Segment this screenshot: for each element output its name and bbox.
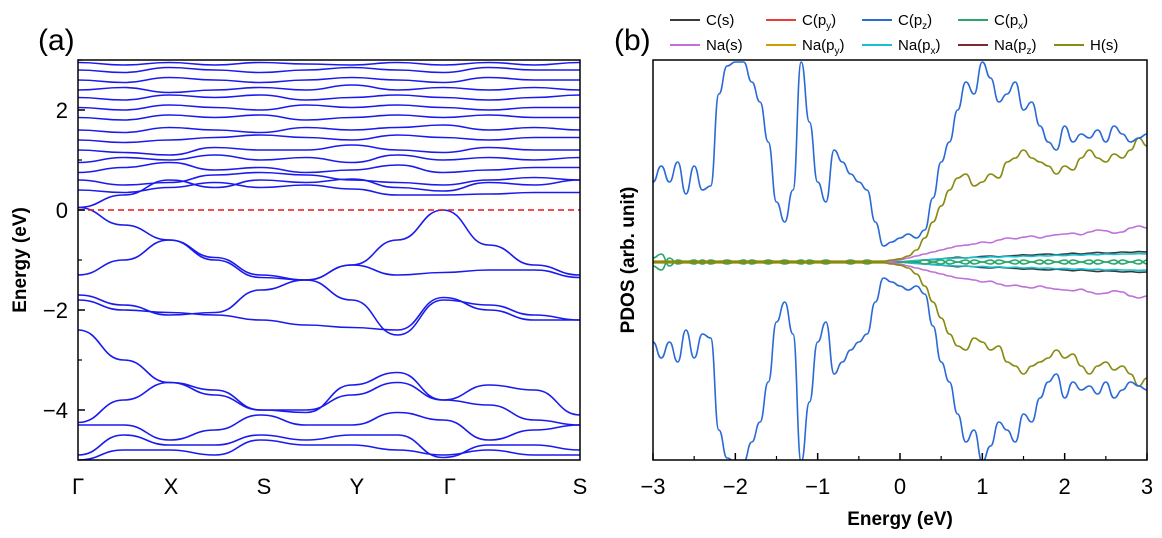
kpoint-label: S <box>573 474 588 499</box>
band-line-5 <box>78 144 580 156</box>
x-tick-label: −2 <box>723 474 748 499</box>
pdos-line-c-pz-down <box>653 277 1147 460</box>
x-tick-label: 0 <box>894 474 906 499</box>
kpoint-label: S <box>257 474 272 499</box>
pdos-line-c-pz-up <box>653 61 1147 247</box>
x-tick-label: −3 <box>640 474 665 499</box>
legend-label: C(s) <box>706 12 734 29</box>
band-line-12 <box>78 76 580 84</box>
band-line-6 <box>78 134 580 144</box>
band-line-0 <box>78 178 580 209</box>
pdos-line-na-s-up <box>653 225 1147 263</box>
band-line-19 <box>78 329 580 416</box>
pdos-line-h-s-up <box>653 137 1147 263</box>
panel-b-plot-area <box>653 61 1147 460</box>
panel-a-frame <box>77 59 581 461</box>
kpoint-label: Γ <box>72 474 84 499</box>
band-line-17 <box>78 279 580 336</box>
kpoint-label: X <box>164 474 179 499</box>
panel-b: (b) C(s) C(py) C(pz) C(px) Na(s) Na(py) Na(px)… <box>614 12 1153 530</box>
band-line-18 <box>78 296 580 331</box>
x-tick-label: 1 <box>976 474 988 499</box>
band-line-7 <box>78 124 580 134</box>
x-tick-label: 3 <box>1141 474 1153 499</box>
panel-a-y-ticks: −4 −2 0 2 <box>43 59 85 461</box>
panel-b-x-ticks: −3 −2 −1 0 1 2 3 <box>640 453 1153 499</box>
pdos-line-h-s-down <box>653 261 1147 387</box>
band-line-3 <box>78 161 580 174</box>
band-line-21 <box>78 411 580 441</box>
legend-label: C(py) <box>802 12 836 32</box>
band-line-2 <box>78 171 580 186</box>
panel-a-label: (a) <box>38 24 75 57</box>
x-tick-label: −1 <box>805 474 830 499</box>
band-line-16 <box>78 239 580 281</box>
y-tick-label: −2 <box>43 298 68 323</box>
kpoint-label: Γ <box>444 474 456 499</box>
band-line-22 <box>78 434 580 459</box>
panel-b-y-axis-title: PDOS (arb. unit) <box>618 187 639 334</box>
legend-label: Na(px) <box>898 37 941 57</box>
legend-label: C(px) <box>994 12 1028 32</box>
band-line-4 <box>78 154 580 164</box>
panel-a-y-axis-title: Energy (eV) <box>10 207 31 313</box>
band-line-10 <box>78 94 580 101</box>
y-tick-label: 0 <box>56 198 68 223</box>
y-tick-label: −4 <box>43 398 68 423</box>
band-line-8 <box>78 114 580 121</box>
legend-label: H(s) <box>1090 37 1118 54</box>
panel-b-label: (b) <box>614 24 651 57</box>
legend-label: Na(s) <box>706 37 743 54</box>
band-line-20 <box>78 381 580 426</box>
legend-label: C(pz) <box>898 12 932 32</box>
band-line-13 <box>78 66 580 74</box>
legend-label: Na(py) <box>802 37 845 57</box>
kpoint-label: Y <box>350 474 365 499</box>
panel-b-x-axis-title: Energy (eV) <box>847 509 953 530</box>
band-line-11 <box>78 84 580 94</box>
legend-label: Na(pz) <box>994 37 1037 57</box>
panel-a-plot-area <box>78 61 580 460</box>
band-line-23 <box>78 439 580 460</box>
x-tick-label: 2 <box>1059 474 1071 499</box>
y-tick-label: 2 <box>56 98 68 123</box>
band-line-1 <box>78 181 580 196</box>
band-line-14 <box>78 61 580 66</box>
panel-b-legend: C(s) C(py) C(pz) C(px) Na(s) Na(py) Na(px) Na(p… <box>670 12 1118 57</box>
panel-a: (a) −4 −2 0 2 Γ X S Y Γ S Energy (eV) <box>10 24 587 499</box>
band-line-9 <box>78 104 580 111</box>
pdos-line-na-s-down <box>653 261 1147 299</box>
